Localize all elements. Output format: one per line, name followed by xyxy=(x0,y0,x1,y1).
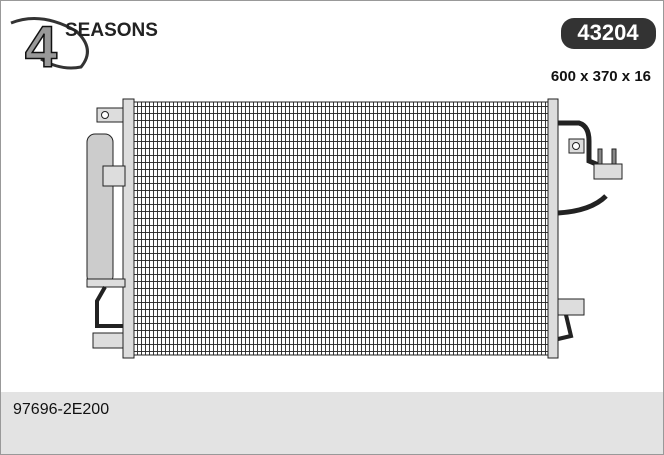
footer: 97696-2E200 xyxy=(1,392,663,454)
page: 4 SEASONS 43204 600 x 370 x 16 xyxy=(0,0,664,455)
dimensions: 600 x 370 x 16 xyxy=(551,68,651,85)
logo-text: SEASONS xyxy=(65,20,158,41)
logo: 4 SEASONS xyxy=(11,14,158,79)
reference-code: 97696-2E200 xyxy=(13,401,109,419)
condenser xyxy=(87,99,622,358)
part-number: 43204 xyxy=(577,20,639,45)
product-drawing: 4 SEASONS 43204 600 x 370 x 16 xyxy=(1,1,663,392)
logo-number: 4 xyxy=(25,14,57,79)
